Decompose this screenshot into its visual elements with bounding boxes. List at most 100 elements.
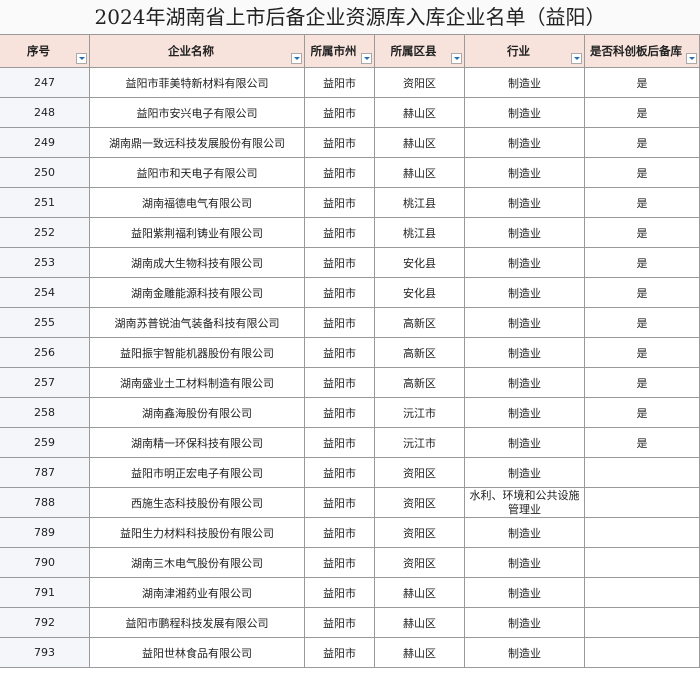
table-cell [585, 458, 700, 488]
table-cell: 254 [0, 278, 90, 308]
table-cell: 资阳区 [375, 68, 465, 98]
table-cell: 益阳市 [305, 98, 375, 128]
table-cell: 制造业 [465, 158, 585, 188]
table-cell: 250 [0, 158, 90, 188]
sheet-title: 2024年湖南省上市后备企业资源库入库企业名单（益阳） [0, 0, 700, 35]
table-cell: 制造业 [465, 308, 585, 338]
table-cell: 水利、环境和公共设施管理业 [465, 488, 585, 518]
table-cell: 高新区 [375, 338, 465, 368]
table-cell [585, 578, 700, 608]
table-cell: 是 [585, 68, 700, 98]
table-cell: 益阳市 [305, 158, 375, 188]
table-cell: 湖南精一环保科技有限公司 [90, 428, 305, 458]
filter-button[interactable] [291, 53, 302, 64]
table-cell: 制造业 [465, 518, 585, 548]
table-row: 248 益阳市安兴电子有限公司 益阳市 赫山区 制造业是 [0, 98, 700, 128]
table-cell: 是 [585, 338, 700, 368]
table-cell: 资阳区 [375, 518, 465, 548]
table-cell [585, 608, 700, 638]
filter-button[interactable] [361, 53, 372, 64]
table-cell: 益阳市明正宏电子有限公司 [90, 458, 305, 488]
table-cell: 益阳世林食品有限公司 [90, 638, 305, 668]
column-header: 所属市州 [310, 44, 357, 58]
table-cell: 益阳市 [305, 308, 375, 338]
header-row: 序号 企业名称 所属市州 所属区县 行业 是否科创板后备库 [0, 35, 700, 68]
table-cell: 是 [585, 368, 700, 398]
table-row: 787 益阳市明正宏电子有限公司 益阳市 资阳区 制造业 [0, 458, 700, 488]
filter-button[interactable] [451, 53, 462, 64]
table-cell: 制造业 [465, 128, 585, 158]
table-row: 254 湖南金雕能源科技有限公司 益阳市 安化县 制造业是 [0, 278, 700, 308]
column-header: 是否科创板后备库 [590, 44, 682, 58]
filter-button[interactable] [76, 53, 87, 64]
table-cell: 高新区 [375, 368, 465, 398]
table-cell: 是 [585, 308, 700, 338]
table-cell: 安化县 [375, 248, 465, 278]
column-header: 所属区县 [390, 44, 437, 58]
table-cell: 792 [0, 608, 90, 638]
table-cell: 是 [585, 278, 700, 308]
table-cell: 252 [0, 218, 90, 248]
table-cell: 湖南津湘药业有限公司 [90, 578, 305, 608]
table-cell: 是 [585, 398, 700, 428]
table-row: 258 湖南鑫海股份有限公司 益阳市 沅江市 制造业是 [0, 398, 700, 428]
table-cell: 制造业 [465, 428, 585, 458]
column-header: 企业名称 [168, 44, 214, 58]
table-row: 247 益阳市菲美特新材料有限公司 益阳市 资阳区 制造业是 [0, 68, 700, 98]
table-cell [585, 638, 700, 668]
table-cell: 制造业 [465, 368, 585, 398]
table-row: 251 湖南福德电气有限公司 益阳市 桃江县 制造业是 [0, 188, 700, 218]
table-row: 790 湖南三木电气股份有限公司 益阳市 资阳区 制造业 [0, 548, 700, 578]
table-cell: 资阳区 [375, 458, 465, 488]
table-cell: 赫山区 [375, 98, 465, 128]
table-cell: 湖南盛业土工材料制造有限公司 [90, 368, 305, 398]
table-cell: 259 [0, 428, 90, 458]
table-cell: 资阳区 [375, 488, 465, 518]
column-header: 序号 [27, 44, 50, 58]
table-cell: 益阳生力材料科技股份有限公司 [90, 518, 305, 548]
table-cell: 桃江县 [375, 218, 465, 248]
table-cell: 789 [0, 518, 90, 548]
table-cell: 制造业 [465, 578, 585, 608]
column-header: 行业 [507, 44, 530, 58]
table-row: 793 益阳世林食品有限公司 益阳市 赫山区 制造业 [0, 638, 700, 668]
table-cell: 制造业 [465, 218, 585, 248]
table-cell: 是 [585, 428, 700, 458]
table-row: 249 湖南鼎一致远科技发展股份有限公司 益阳市 赫山区 制造业是 [0, 128, 700, 158]
table-row: 253 湖南成大生物科技有限公司 益阳市 安化县 制造业是 [0, 248, 700, 278]
header-cell: 所属市州 [305, 35, 375, 68]
table-cell: 益阳市 [305, 188, 375, 218]
table-cell: 西施生态科技股份有限公司 [90, 488, 305, 518]
table-cell: 益阳市 [305, 338, 375, 368]
table-cell: 制造业 [465, 248, 585, 278]
table-cell: 制造业 [465, 188, 585, 218]
table-cell: 是 [585, 248, 700, 278]
table-cell: 益阳振宇智能机器股份有限公司 [90, 338, 305, 368]
table-cell: 湖南福德电气有限公司 [90, 188, 305, 218]
table-row: 255 湖南苏普锐油气装备科技有限公司 益阳市 高新区 制造业是 [0, 308, 700, 338]
table-cell: 791 [0, 578, 90, 608]
table-cell: 赫山区 [375, 608, 465, 638]
table-cell: 益阳市 [305, 518, 375, 548]
table-cell: 湖南鼎一致远科技发展股份有限公司 [90, 128, 305, 158]
table-cell: 787 [0, 458, 90, 488]
table-cell: 益阳市 [305, 608, 375, 638]
table-cell: 益阳市 [305, 278, 375, 308]
table-cell: 256 [0, 338, 90, 368]
table-cell: 益阳市 [305, 68, 375, 98]
filter-button[interactable] [571, 53, 582, 64]
table-cell: 益阳市 [305, 638, 375, 668]
filter-button[interactable] [686, 53, 697, 64]
table-cell: 制造业 [465, 98, 585, 128]
table-cell: 益阳市菲美特新材料有限公司 [90, 68, 305, 98]
table-row: 788 西施生态科技股份有限公司 益阳市 资阳区 水利、环境和公共设施管理业 [0, 488, 700, 518]
header-cell: 序号 [0, 35, 90, 68]
table-cell: 益阳市 [305, 548, 375, 578]
table-cell: 湖南金雕能源科技有限公司 [90, 278, 305, 308]
table-cell: 益阳紫荆福利铸业有限公司 [90, 218, 305, 248]
table-cell: 赫山区 [375, 158, 465, 188]
table-cell: 沅江市 [375, 428, 465, 458]
table-cell: 制造业 [465, 338, 585, 368]
table-cell: 制造业 [465, 458, 585, 488]
table-cell: 是 [585, 158, 700, 188]
